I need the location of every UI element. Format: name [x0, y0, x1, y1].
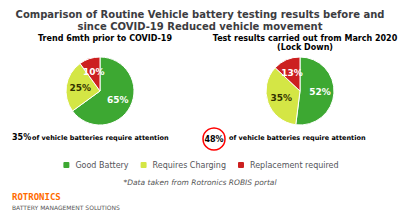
svg-text:BATTERY MANAGEMENT SOLUTIONS: BATTERY MANAGEMENT SOLUTIONS — [12, 204, 120, 211]
svg-text:35%: 35% — [270, 93, 292, 103]
svg-text:35%: 35% — [12, 133, 31, 142]
svg-text:Trend 6mth prior to COVID-19: Trend 6mth prior to COVID-19 — [38, 34, 172, 43]
svg-text:Comparison of Routine Vehicle: Comparison of Routine Vehicle battery te… — [16, 9, 385, 20]
svg-text:48%: 48% — [204, 135, 223, 144]
svg-text:of vehicle batteries require a: of vehicle batteries require attention — [229, 134, 366, 142]
svg-text:ROTRONICS: ROTRONICS — [12, 192, 61, 202]
svg-text:65%: 65% — [107, 95, 129, 105]
svg-text:Good Battery: Good Battery — [75, 161, 128, 170]
svg-text:13%: 13% — [281, 68, 303, 78]
svg-text:Requires Charging: Requires Charging — [153, 161, 226, 170]
svg-text:Replacement required: Replacement required — [250, 161, 339, 170]
svg-text:52%: 52% — [309, 87, 331, 97]
svg-text:of vehicle batteries require a: of vehicle batteries require attention — [32, 134, 169, 142]
svg-text:25%: 25% — [69, 83, 91, 93]
svg-text:since COVID-19 Reduced vehicle: since COVID-19 Reduced vehicle movement — [77, 21, 322, 32]
svg-text:10%: 10% — [83, 67, 105, 77]
svg-text:*Data taken from Rotronics ROB: *Data taken from Rotronics ROBIS portal — [123, 178, 277, 187]
svg-text:(Lock Down): (Lock Down) — [277, 43, 333, 52]
svg-text:Test results carried out from: Test results carried out from March 2020 — [213, 34, 398, 43]
